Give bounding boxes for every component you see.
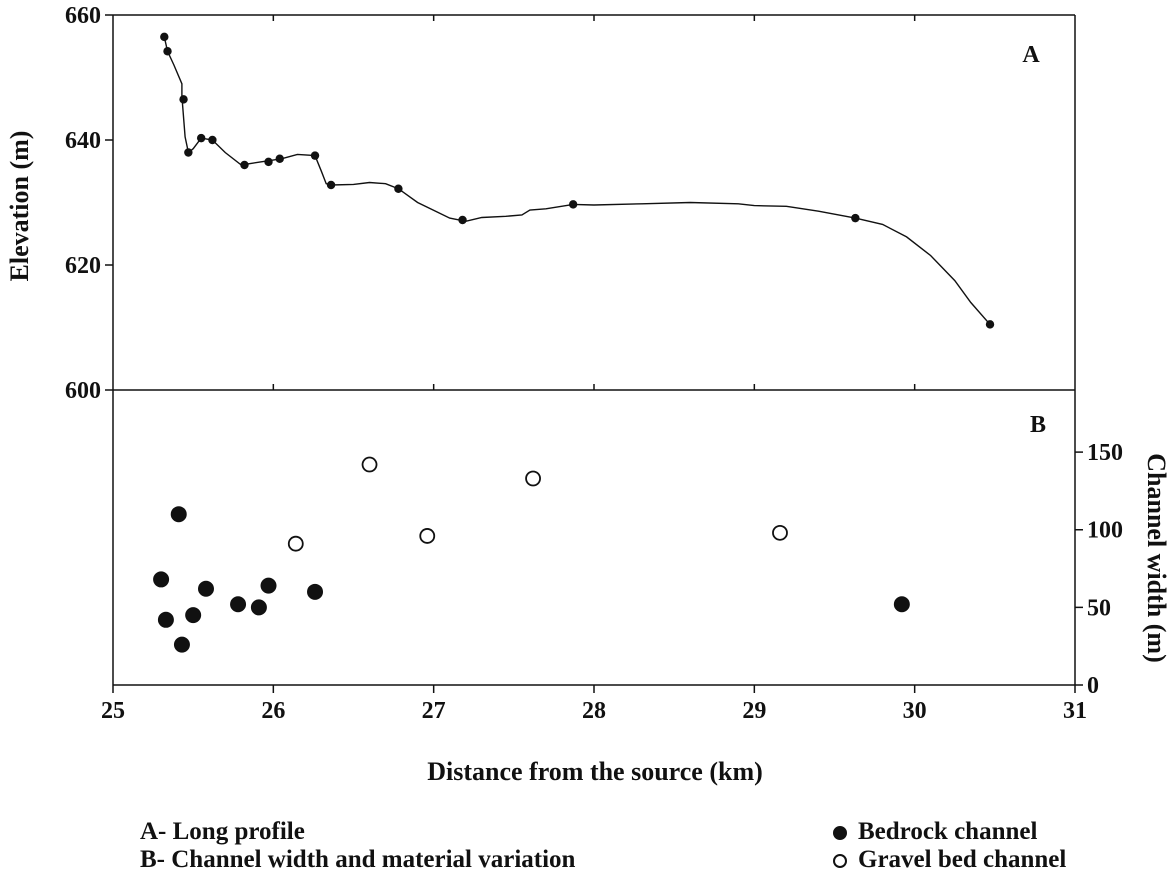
profile-point <box>394 184 403 193</box>
profile-point <box>568 200 578 209</box>
bedrock-point <box>157 611 174 628</box>
bedrock-point <box>170 506 187 523</box>
panel-b-label: B <box>1030 412 1046 438</box>
legend-gravel-label: Gravel bed channel <box>858 846 1067 873</box>
panel-a-y-axis-label: Elevation (m) <box>5 131 34 282</box>
y-tick-label-a: 600 <box>65 378 101 404</box>
x-tick-label: 25 <box>101 698 125 724</box>
x-tick-label: 29 <box>742 698 766 724</box>
gravel-point <box>361 456 378 473</box>
long-profile-line <box>163 36 991 325</box>
legend-gravel-marker <box>833 854 847 868</box>
profile-point <box>264 157 273 167</box>
bedrock-point <box>260 577 277 594</box>
panel-b-channel-width <box>153 456 910 653</box>
bedrock-point <box>230 596 247 613</box>
y-tick-label-b: 100 <box>1087 518 1123 544</box>
bedrock-point <box>893 596 910 613</box>
panel-a-long-profile <box>160 32 995 329</box>
profile-point <box>179 95 188 104</box>
profile-point <box>196 133 206 143</box>
x-tick-label: 26 <box>261 698 285 724</box>
profile-point <box>326 180 336 190</box>
bedrock-point <box>197 580 214 597</box>
y-tick-label-a: 620 <box>65 253 101 279</box>
x-axis-label: Distance from the source (km) <box>427 757 763 786</box>
legend-bedrock-marker <box>833 826 847 840</box>
bedrock-point <box>153 571 170 588</box>
axes-frame <box>105 14 1083 693</box>
gravel-point <box>525 470 541 487</box>
gravel-point <box>419 528 436 544</box>
y-tick-label-a: 660 <box>65 3 101 29</box>
legend-bedrock-label: Bedrock channel <box>858 818 1038 845</box>
panel-b-y-axis-label: Channel width (m) <box>1142 453 1170 662</box>
gravel-point <box>287 535 304 552</box>
profile-point <box>275 154 284 163</box>
x-tick-label: 28 <box>582 698 606 724</box>
profile-point <box>985 320 995 329</box>
x-tick-label: 30 <box>903 698 927 724</box>
profile-point <box>208 135 217 145</box>
y-tick-label-b: 150 <box>1087 440 1123 466</box>
profile-point <box>851 213 860 223</box>
profile-point <box>184 148 193 157</box>
profile-point <box>163 47 172 56</box>
profile-point <box>160 32 169 42</box>
gravel-point <box>772 524 788 541</box>
profile-point <box>458 215 467 225</box>
bedrock-point <box>250 599 267 616</box>
y-tick-label-a: 640 <box>65 128 101 154</box>
y-tick-label-b: 50 <box>1087 595 1111 621</box>
bedrock-point <box>307 583 324 600</box>
bedrock-point <box>173 636 190 653</box>
y-tick-label-b: 0 <box>1087 673 1099 699</box>
bedrock-point <box>185 607 202 624</box>
legend-caption-b: B- Channel width and material variation <box>140 846 576 873</box>
panel-a-label: A <box>1022 42 1040 68</box>
profile-point <box>310 151 320 160</box>
x-tick-label: 27 <box>422 698 446 724</box>
legend-caption-a: A- Long profile <box>140 818 305 845</box>
profile-point <box>240 160 249 170</box>
x-tick-label: 31 <box>1063 698 1087 724</box>
tick-labels: 600 620 640 660 0 50 100 150 25 26 27 28 29 30 31 <box>65 3 1123 724</box>
